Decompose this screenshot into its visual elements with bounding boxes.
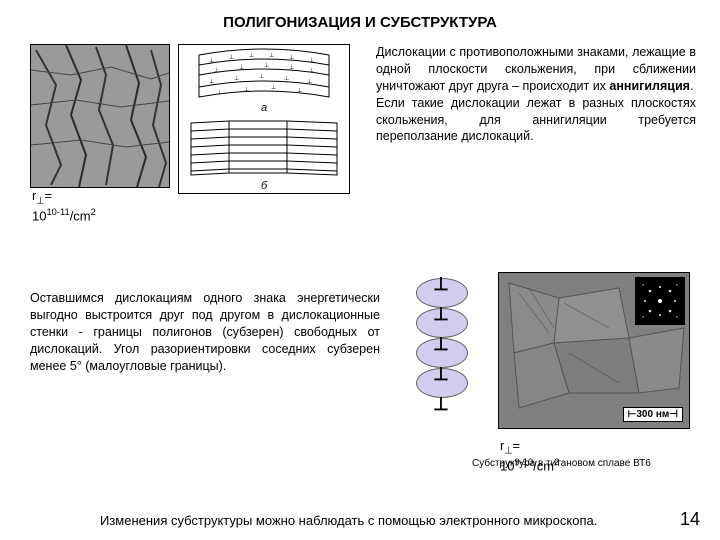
bottom-note: Изменения субструктуры можно наблюдать с… [100,513,597,528]
svg-text:⊥: ⊥ [234,75,239,82]
svg-text:⊥: ⊥ [249,52,254,59]
dislocation-symbol: ⊥ [410,394,472,415]
svg-text:⊥: ⊥ [297,87,302,94]
scale-bar: ⊢300 нм⊣ [623,407,683,422]
svg-text:⊥: ⊥ [284,75,289,82]
diffraction-inset [635,277,685,325]
svg-text:⊥: ⊥ [289,64,294,71]
svg-text:⊥: ⊥ [217,89,222,96]
dislocation-symbol: ⊥ [410,304,472,325]
svg-text:⊥: ⊥ [259,73,264,80]
svg-text:⊥: ⊥ [239,64,244,71]
page-number: 14 [680,509,700,530]
svg-text:⊥: ⊥ [309,57,314,64]
svg-text:⊥: ⊥ [244,86,249,93]
svg-text:⊥: ⊥ [264,62,269,69]
page-title: ПОЛИГОНИЗАЦИЯ И СУБСТРУКТУРА [0,14,720,31]
micrograph-2-caption: Субструктура в титановом сплаве ВТ6 [472,458,651,469]
svg-text:⊥: ⊥ [307,78,312,85]
svg-text:⊥: ⊥ [271,84,276,91]
dislocation-symbol: ⊥ [410,274,472,295]
text-block-1: Дислокации с противоположными знаками, л… [376,44,696,145]
diagram-label-a: а [261,102,267,114]
svg-text:⊥: ⊥ [209,57,214,64]
micrograph-1 [30,44,170,188]
svg-text:⊥: ⊥ [309,67,314,74]
diagram-ab: ⊥⊥⊥⊥⊥⊥ ⊥⊥⊥⊥⊥ ⊥⊥⊥⊥⊥ ⊥⊥⊥⊥ а б [178,44,350,194]
diagram-label-b: б [261,180,268,192]
rho-label-1: r⊥=1010-11/cm2 [32,188,96,223]
micrograph-2: ⊢300 нм⊣ [498,272,690,429]
dislocation-stack: ⊥ ⊥ ⊥ ⊥ ⊥ [410,270,472,418]
text-block-2: Оставшимся дислокациям одного знака энер… [30,290,380,374]
svg-text:⊥: ⊥ [229,54,234,61]
svg-text:⊥: ⊥ [214,67,219,74]
svg-text:⊥: ⊥ [209,78,214,85]
svg-text:⊥: ⊥ [289,54,294,61]
dislocation-symbol: ⊥ [410,334,472,355]
dislocation-symbol: ⊥ [410,364,472,385]
svg-text:⊥: ⊥ [269,52,274,59]
